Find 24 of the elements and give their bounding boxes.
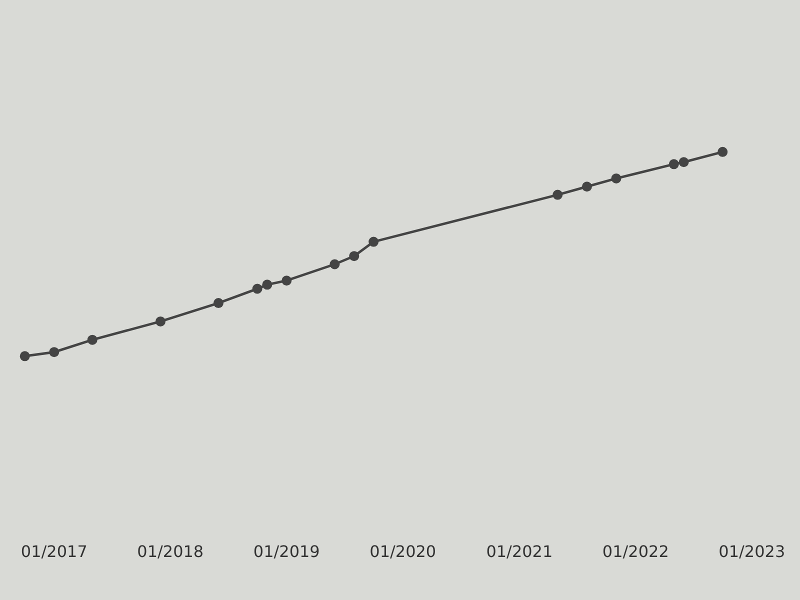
x-tick-label: 01/2019 (253, 542, 320, 561)
point (678, 157, 689, 168)
point (582, 182, 592, 192)
point (330, 259, 340, 270)
point (262, 280, 272, 290)
point (718, 146, 728, 157)
point (368, 236, 379, 247)
point (611, 173, 622, 184)
point (49, 347, 60, 358)
x-tick-label: 01/2018 (137, 542, 204, 561)
point (213, 298, 224, 308)
point (349, 251, 360, 262)
x-tick-label: 01/2020 (370, 542, 436, 561)
point (282, 276, 292, 286)
point (668, 159, 679, 170)
x-tick-label: 01/2022 (602, 542, 669, 561)
x-tick-label: 01/2021 (486, 542, 553, 561)
point (87, 334, 98, 345)
point (156, 316, 166, 326)
x-tick-label: 01/2017 (20, 542, 88, 561)
point (252, 284, 262, 294)
point (552, 190, 563, 200)
x-tick-label: 01/2023 (718, 542, 786, 561)
point (20, 351, 30, 362)
